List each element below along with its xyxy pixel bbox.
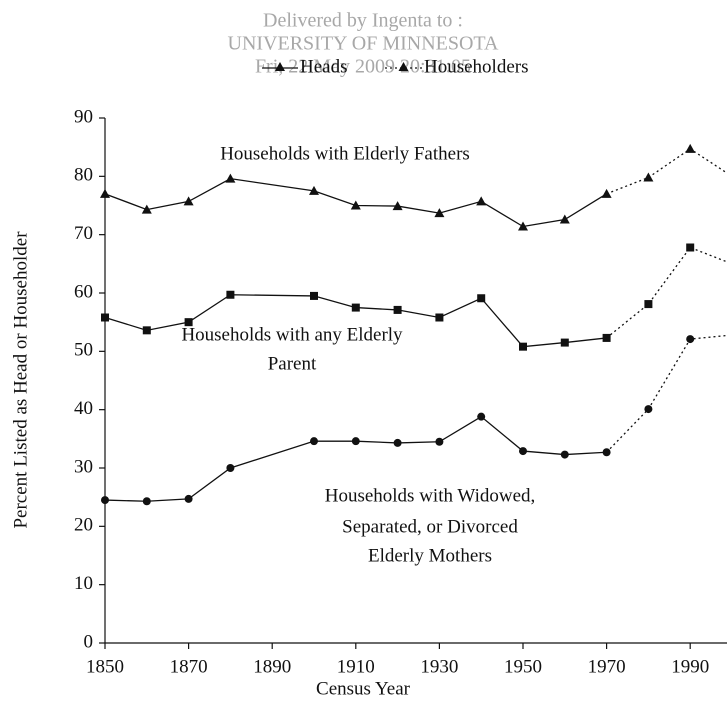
series-annotation: Households with Elderly Fathers <box>220 143 470 164</box>
marker <box>435 437 444 446</box>
x-tick-label: 1870 <box>170 656 208 677</box>
marker <box>351 437 360 446</box>
marker <box>142 497 151 506</box>
marker <box>435 313 444 322</box>
x-tick-label: 1910 <box>337 656 375 677</box>
marker <box>644 300 653 309</box>
series-annotation: Households with any Elderly <box>181 324 403 345</box>
marker <box>226 290 235 299</box>
watermark: UNIVERSITY OF MINNESOTA <box>228 33 500 55</box>
marker <box>685 143 696 153</box>
y-tick-label: 30 <box>74 456 93 477</box>
marker <box>477 412 486 421</box>
y-tick-label: 80 <box>74 165 93 186</box>
marker <box>519 342 527 351</box>
marker <box>559 214 570 224</box>
marker <box>184 494 193 503</box>
marker <box>101 313 109 322</box>
marker <box>393 305 402 314</box>
y-tick-label: 10 <box>74 573 93 594</box>
y-tick-label: 70 <box>74 223 93 244</box>
marker <box>350 200 361 210</box>
marker <box>560 338 569 347</box>
legend-label: Heads <box>300 56 347 77</box>
x-axis-label: Census Year <box>316 678 411 699</box>
series-line <box>606 246 727 339</box>
marker <box>309 185 319 195</box>
x-tick-label: 1950 <box>504 656 542 677</box>
marker <box>560 450 569 459</box>
series-line <box>104 294 607 348</box>
series-annotation: Parent <box>268 353 317 374</box>
y-tick-label: 40 <box>74 398 93 419</box>
x-tick-label: 1930 <box>420 656 458 677</box>
marker <box>434 208 445 218</box>
marker <box>100 188 110 198</box>
marker <box>477 294 486 303</box>
marker <box>518 221 528 231</box>
marker <box>393 438 402 447</box>
legend-label: Householders <box>424 56 528 77</box>
x-tick-label: 1970 <box>588 656 626 677</box>
marker <box>398 62 409 71</box>
marker <box>643 172 654 182</box>
marker <box>686 243 695 252</box>
marker <box>275 62 285 71</box>
y-axis-label: Percent Listed as Head or Householder <box>10 231 31 529</box>
marker <box>476 196 487 206</box>
marker <box>310 291 318 300</box>
series-annotation: Separated, or Divorced <box>342 516 518 537</box>
series-line <box>606 148 727 195</box>
y-tick-label: 20 <box>74 515 93 536</box>
marker <box>392 201 403 211</box>
series-line <box>104 177 607 228</box>
series-line <box>606 334 727 453</box>
marker <box>183 196 194 206</box>
marker <box>351 303 360 312</box>
watermark: Fri, 22 May 2009 20:31:05 <box>255 56 471 78</box>
marker <box>142 326 151 335</box>
series-line <box>104 415 607 502</box>
x-tick-label: 1890 <box>253 656 291 677</box>
x-tick-label: 1990 <box>671 656 709 677</box>
marker <box>226 464 235 472</box>
marker <box>644 405 653 414</box>
marker <box>686 335 695 344</box>
marker <box>310 437 318 446</box>
y-tick-label: 0 <box>84 631 94 652</box>
series-annotation: Households with Widowed, <box>325 485 536 506</box>
watermark: Delivered by Ingenta to : <box>263 10 463 32</box>
marker <box>225 173 236 183</box>
marker <box>141 204 152 214</box>
marker <box>184 318 193 327</box>
y-tick-label: 50 <box>74 340 93 361</box>
y-tick-label: 90 <box>74 106 93 127</box>
series-annotation: Elderly Mothers <box>368 545 492 566</box>
x-tick-label: 1850 <box>86 656 124 677</box>
marker <box>101 496 109 505</box>
y-tick-label: 60 <box>74 281 93 302</box>
marker <box>519 447 527 456</box>
